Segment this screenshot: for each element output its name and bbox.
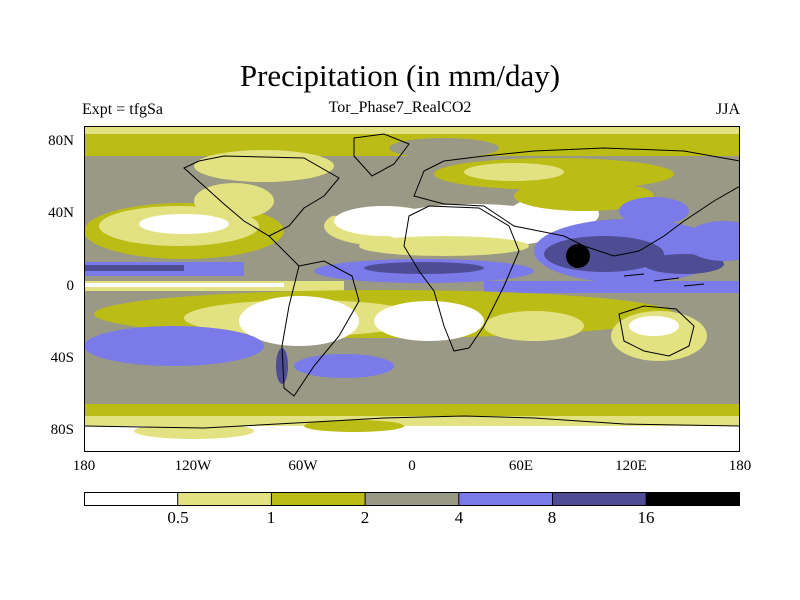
field-nh-high-yellow-a <box>194 150 334 182</box>
field-wpac-blue <box>684 221 740 261</box>
field-npac-desert <box>139 214 229 234</box>
legend-label-1: 1 <box>266 508 276 527</box>
legend-swatch-5 <box>458 492 553 506</box>
field-nam-west <box>194 183 274 219</box>
field-arctic-top <box>84 126 740 134</box>
x-tick-0: 0 <box>408 458 416 474</box>
field-wpac-dark <box>644 254 724 274</box>
field-arctic-gray <box>389 138 499 158</box>
field-so-band <box>84 384 740 406</box>
legend-swatch-6 <box>552 492 647 506</box>
field-antarctic-ross <box>134 423 254 439</box>
coast-eurasia <box>413 147 740 257</box>
field-chile-dark <box>276 348 288 384</box>
field-nafr-yellow <box>359 236 529 256</box>
field-antarctic-yellow <box>84 404 740 418</box>
experiment-name: Tor_Phase7_RealCO2 <box>328 99 472 116</box>
y-tick-80s: 80S <box>50 422 74 438</box>
experiment-label: Expt = tfgSa <box>82 101 164 118</box>
field-s-indian <box>484 311 584 341</box>
field-bay-of-bengal <box>566 244 590 268</box>
legend-swatch-7 <box>646 492 740 506</box>
map-frame <box>84 126 740 452</box>
y-tick-eq: 0 <box>66 278 75 294</box>
y-tick-40n: 40N <box>48 205 74 221</box>
field-australia-dry <box>629 316 679 336</box>
coast-australia <box>618 305 695 357</box>
field-itcz-africa-core <box>364 262 484 274</box>
y-tick-40s: 40S <box>50 350 74 366</box>
coast-indonesia <box>623 273 705 287</box>
coast-central-america <box>268 235 300 267</box>
coast-africa <box>403 205 520 352</box>
y-tick-80n: 80N <box>48 133 74 149</box>
field-mideast <box>514 181 654 211</box>
coast-antarctica <box>84 415 740 429</box>
legend-label-2: 2 <box>360 508 370 527</box>
field-itcz-east-pac-core <box>84 265 184 271</box>
coast-south-america <box>281 260 360 397</box>
legend-swatch-2 <box>177 492 272 506</box>
coast-greenland <box>353 133 410 177</box>
field-nh-high-yellow-c <box>464 163 564 181</box>
field-s-africa <box>374 301 484 341</box>
field-eq-dry-white <box>84 283 284 287</box>
legend-swatch-3 <box>271 492 366 506</box>
color-legend <box>84 492 740 506</box>
field-china-blue <box>619 197 689 225</box>
x-tick-60w: 60W <box>288 458 318 474</box>
x-tick-120e: 120E <box>615 458 647 474</box>
field-antarctic-weddell <box>304 420 404 432</box>
field-spac-blue <box>84 326 264 366</box>
x-tick-180e: 180 <box>728 458 752 474</box>
field-natl-gray <box>289 186 369 216</box>
legend-label-8: 8 <box>547 508 557 527</box>
x-tick-180w: 180 <box>72 458 96 474</box>
season-label: JJA <box>715 101 740 118</box>
field-sam-dry <box>239 296 359 346</box>
field-eq-io-band <box>484 281 740 293</box>
x-tick-120w: 120W <box>174 458 212 474</box>
legend-swatch-4 <box>365 492 459 506</box>
legend-label-16: 16 <box>637 508 655 527</box>
x-tick-60e: 60E <box>508 458 534 474</box>
legend-label-0-5: 0.5 <box>167 508 189 527</box>
legend-frame <box>84 492 740 506</box>
map-title: Precipitation (in mm/day) <box>239 58 561 93</box>
legend-label-4: 4 <box>454 508 464 527</box>
precipitation-map <box>84 126 740 452</box>
legend-swatch-1 <box>84 492 178 506</box>
